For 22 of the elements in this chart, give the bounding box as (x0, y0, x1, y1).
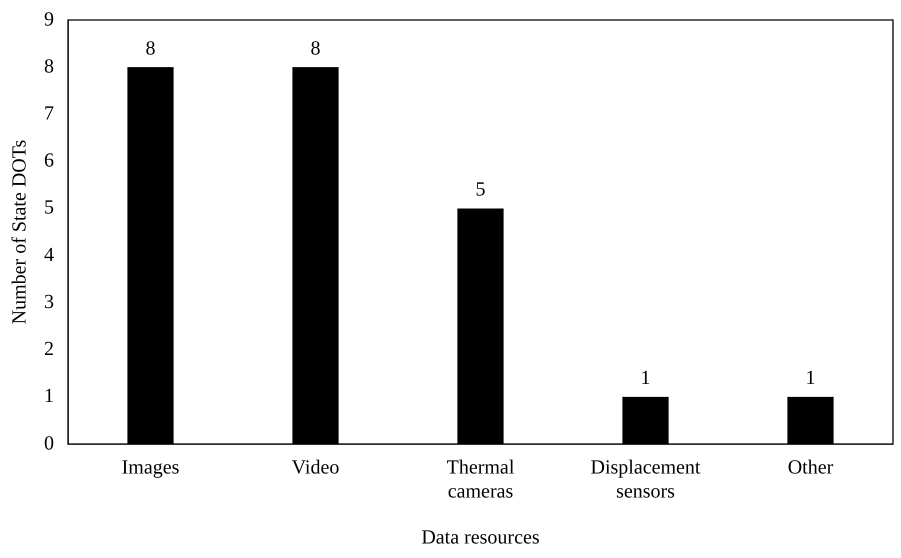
data-label: 8 (310, 37, 320, 60)
x-tick-label: Displacement sensors (590, 456, 701, 502)
x-tick-label: Other (788, 456, 834, 478)
y-tick-label: 3 (44, 290, 54, 313)
y-tick-label: 0 (44, 432, 54, 454)
data-label: 5 (476, 178, 486, 201)
x-axis-title: Data resources (421, 526, 540, 548)
y-axis-title: Number of State DOTs (8, 139, 30, 324)
y-tick-label: 7 (44, 102, 54, 124)
y-tick-label: 1 (44, 385, 54, 408)
y-tick-label: 6 (44, 150, 54, 172)
y-tick-label: 9 (44, 8, 54, 30)
y-tick-label: 4 (44, 244, 54, 266)
data-label: 1 (640, 367, 650, 390)
x-tick-label: Thermal cameras (446, 456, 515, 502)
x-tick-label: Images (122, 456, 180, 478)
y-tick-label: 2 (44, 338, 54, 360)
data-label: 1 (806, 367, 816, 390)
x-tick-label: Video (292, 456, 340, 478)
data-label: 8 (146, 37, 156, 60)
y-tick-label: 8 (44, 55, 54, 78)
y-tick-label: 5 (44, 196, 54, 219)
